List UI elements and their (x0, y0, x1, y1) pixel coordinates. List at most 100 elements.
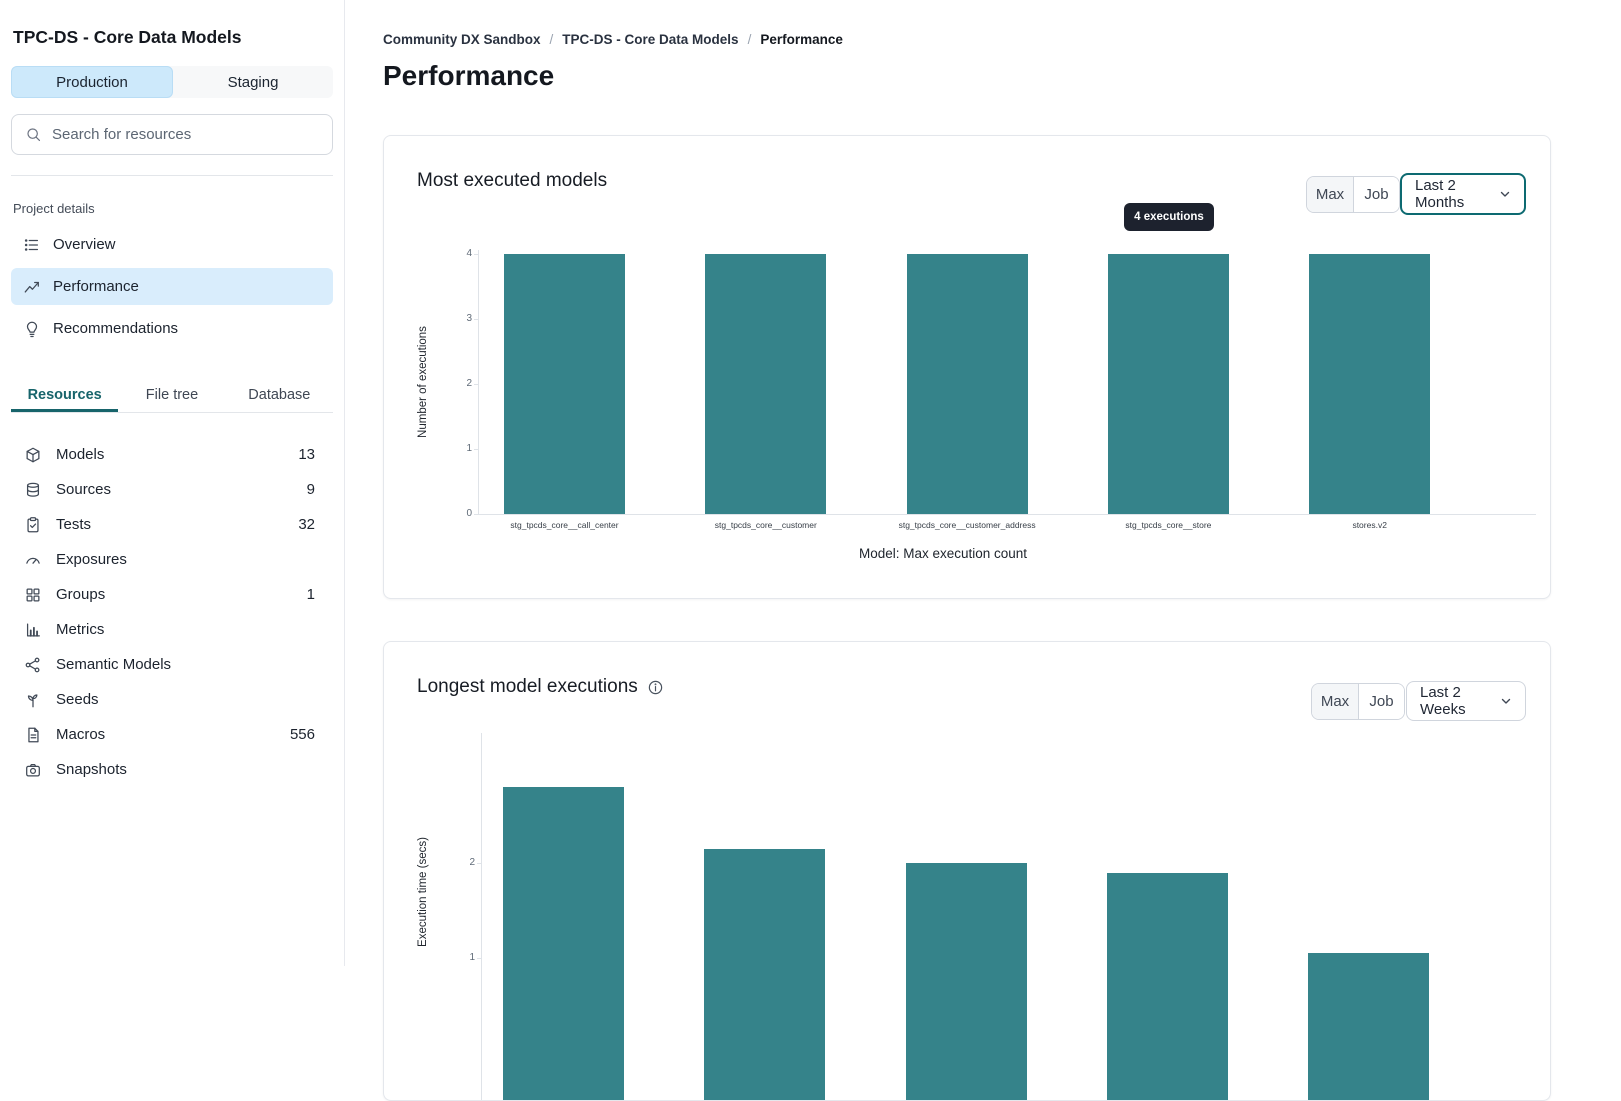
bar-chart-icon (24, 621, 42, 639)
resource-label: Snapshots (56, 761, 127, 778)
x-tick-label: stores.v2 (1260, 520, 1480, 530)
x-tick-label: stg_tpcds_core__customer_address (857, 520, 1077, 530)
env-tab-production[interactable]: Production (11, 66, 173, 98)
breadcrumb: Community DX Sandbox / TPC-DS - Core Dat… (383, 32, 843, 47)
y-tick-label: 1 (446, 443, 472, 454)
y-tick-mark (474, 254, 478, 255)
bar[interactable] (1107, 873, 1228, 1101)
resource-count: 9 (307, 481, 315, 498)
sidebar-item-semantic-models[interactable]: Semantic Models (11, 647, 333, 682)
sidebar-item-macros[interactable]: Macros 556 (11, 717, 333, 752)
y-axis-title: Execution time (secs) (417, 837, 429, 947)
camera-icon (24, 761, 42, 779)
y-tick-mark (474, 319, 478, 320)
sidebar-item-models[interactable]: Models 13 (11, 437, 333, 472)
resource-count: 32 (298, 516, 315, 533)
sidebar-divider (11, 175, 333, 176)
resource-count: 556 (290, 726, 315, 743)
execution-time-bar-chart: 1 2 Execution time (secs) (384, 642, 1550, 1100)
resource-count: 1 (307, 586, 315, 603)
project-title: TPC-DS - Core Data Models (13, 27, 331, 48)
bar[interactable] (704, 849, 825, 1101)
search-input[interactable] (52, 126, 319, 143)
sidebar: TPC-DS - Core Data Models Production Sta… (0, 0, 345, 966)
bar[interactable] (907, 254, 1028, 514)
x-tick-label: stg_tpcds_core__store (1058, 520, 1278, 530)
resource-label: Groups (56, 586, 105, 603)
tab-file-tree[interactable]: File tree (118, 380, 225, 412)
resource-list: Models 13 Sources 9 Tests (11, 437, 333, 787)
sprout-icon (24, 691, 42, 709)
y-axis-line (481, 733, 482, 1101)
project-nav: Overview Performance Recommendations (11, 226, 333, 347)
sidebar-item-label: Overview (53, 236, 116, 253)
resource-count: 13 (298, 446, 315, 463)
search-box[interactable] (11, 114, 333, 155)
tab-database[interactable]: Database (226, 380, 333, 412)
document-icon (24, 726, 42, 744)
y-axis-line (478, 250, 479, 514)
y-tick-label: 2 (446, 378, 472, 389)
y-tick-label: 2 (449, 857, 475, 868)
bar[interactable] (503, 787, 624, 1101)
x-axis-title: Model: Max execution count (384, 546, 1502, 561)
breadcrumb-account[interactable]: Community DX Sandbox (383, 32, 541, 47)
sidebar-item-snapshots[interactable]: Snapshots (11, 752, 333, 787)
y-tick-mark (474, 384, 478, 385)
sidebar-item-groups[interactable]: Groups 1 (11, 577, 333, 612)
y-tick-mark (477, 863, 481, 864)
line-chart-icon (23, 278, 41, 296)
y-tick-mark (477, 958, 481, 959)
resource-label: Macros (56, 726, 105, 743)
breadcrumb-project[interactable]: TPC-DS - Core Data Models (562, 32, 738, 47)
page-title: Performance (383, 60, 554, 92)
sidebar-item-performance[interactable]: Performance (11, 268, 333, 305)
x-tick-label: stg_tpcds_core__call_center (455, 520, 675, 530)
breadcrumb-current-page: Performance (760, 32, 843, 47)
env-tab-staging[interactable]: Staging (173, 66, 333, 98)
network-icon (24, 656, 42, 674)
bar[interactable] (504, 254, 625, 514)
resource-tabs: Resources File tree Database (11, 380, 333, 413)
bar[interactable] (705, 254, 826, 514)
clipboard-check-icon (24, 516, 42, 534)
chart-tooltip: 4 executions (1124, 203, 1214, 231)
cube-icon (24, 446, 42, 464)
sidebar-item-seeds[interactable]: Seeds (11, 682, 333, 717)
y-tick-label: 0 (446, 508, 472, 519)
bar[interactable] (906, 863, 1027, 1101)
main-content: Community DX Sandbox / TPC-DS - Core Dat… (345, 0, 1621, 966)
gauge-icon (24, 551, 42, 569)
project-details-label: Project details (13, 201, 344, 216)
sidebar-item-exposures[interactable]: Exposures (11, 542, 333, 577)
bar[interactable] (1309, 254, 1430, 514)
tab-resources[interactable]: Resources (11, 380, 118, 412)
resource-label: Metrics (56, 621, 104, 638)
sidebar-item-sources[interactable]: Sources 9 (11, 472, 333, 507)
y-tick-label: 3 (446, 313, 472, 324)
search-icon (25, 126, 42, 143)
resource-label: Tests (56, 516, 91, 533)
longest-executions-card: Longest model executions Max Job Last 2 … (383, 641, 1551, 1101)
sidebar-item-recommendations[interactable]: Recommendations (11, 310, 333, 347)
y-tick-mark (474, 514, 478, 515)
grid-icon (24, 586, 42, 604)
resource-label: Seeds (56, 691, 99, 708)
bar[interactable] (1308, 953, 1429, 1101)
bar[interactable] (1108, 254, 1229, 514)
resource-label: Models (56, 446, 104, 463)
sidebar-item-overview[interactable]: Overview (11, 226, 333, 263)
x-tick-label: stg_tpcds_core__customer (656, 520, 876, 530)
breadcrumb-separator: / (550, 32, 554, 47)
most-executed-models-card: Most executed models Max Job Last 2 Mont… (383, 135, 1551, 599)
sidebar-item-label: Performance (53, 278, 139, 295)
resource-label: Semantic Models (56, 656, 171, 673)
x-axis-line (478, 514, 1536, 515)
sidebar-item-metrics[interactable]: Metrics (11, 612, 333, 647)
breadcrumb-separator: / (748, 32, 752, 47)
resource-label: Sources (56, 481, 111, 498)
y-tick-label: 1 (449, 952, 475, 963)
y-tick-label: 4 (446, 248, 472, 259)
sidebar-item-tests[interactable]: Tests 32 (11, 507, 333, 542)
